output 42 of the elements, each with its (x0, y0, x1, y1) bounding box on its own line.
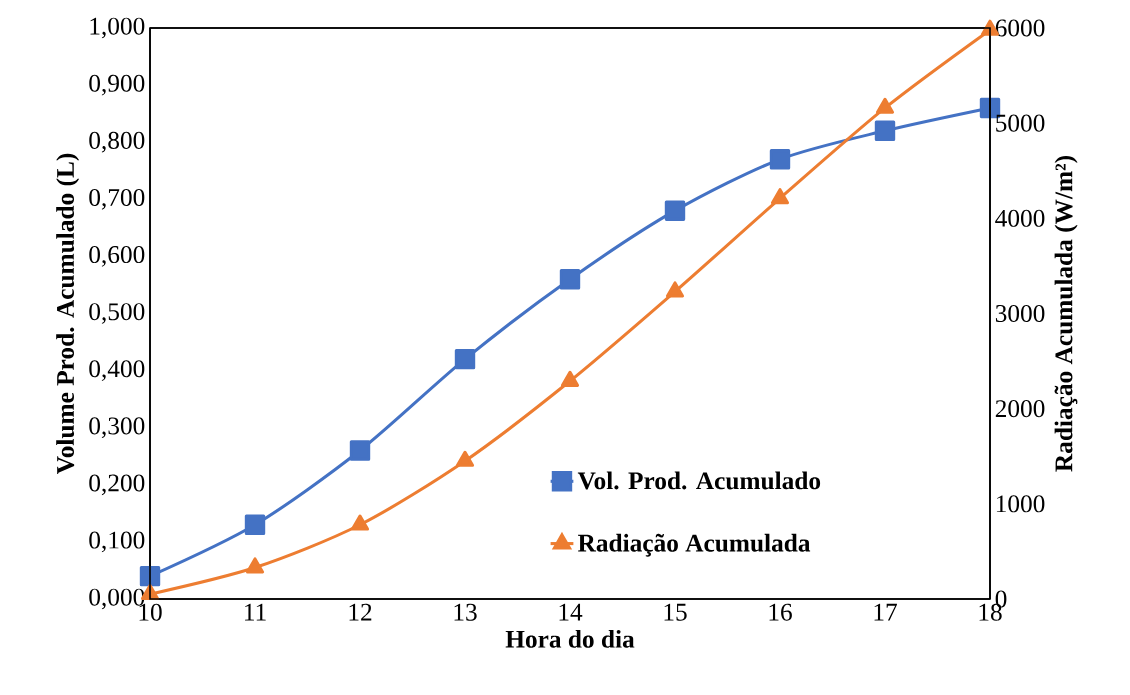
x-tick-label: 11 (245, 603, 266, 621)
y-tick-label: 0,300 (89, 417, 145, 439)
y2-tick-label: 1000 (996, 495, 1045, 513)
x-tick-label: 15 (664, 603, 687, 621)
y-tick-label: 0,700 (89, 188, 145, 210)
point (770, 188, 790, 205)
y-tick-label: 0,200 (89, 474, 145, 496)
y-axis-title: Volume Prod. Acumulado (L) (56, 153, 80, 474)
point (874, 120, 896, 141)
point (665, 281, 685, 298)
point (350, 514, 370, 531)
point (454, 348, 476, 370)
x-tick-label: 17 (874, 603, 897, 621)
point (664, 200, 686, 221)
x-tick-label: 12 (349, 603, 372, 621)
point (875, 97, 895, 114)
y-tick-label: 0,400 (89, 360, 145, 381)
y-tick-label: 0,600 (89, 246, 145, 267)
point (455, 450, 475, 467)
y2-axis-title: Radiação Acumulada (W/m²) (1054, 156, 1078, 472)
x-tick-label: 13 (454, 603, 477, 621)
x-tick-label: 14 (559, 603, 583, 621)
y2-tick-label: 4000 (995, 209, 1045, 227)
point (349, 440, 371, 461)
x-tick-label: 16 (769, 603, 792, 621)
y-tick-label: 0,100 (89, 531, 145, 553)
y-tick-label: 1,000 (90, 17, 145, 39)
y-tick-label: 0,800 (89, 131, 145, 153)
y2-tick-label: 3000 (995, 304, 1045, 323)
y-tick-label: 0,500 (89, 303, 145, 324)
x-axis-title: Hora do dia (505, 629, 635, 648)
y-tick-label: 0,900 (89, 74, 145, 96)
y2-tick-label: 6000 (995, 19, 1045, 37)
legend-label: Radiação Acumulada (578, 533, 811, 557)
point (245, 557, 265, 574)
y2-tick-label: 2000 (995, 400, 1045, 418)
y2-tick-label: 5000 (996, 114, 1045, 132)
legend-label: Vol. Prod. Acumulado (577, 471, 821, 490)
point (769, 149, 791, 170)
point (559, 269, 581, 290)
point (244, 514, 266, 535)
point (560, 370, 580, 387)
